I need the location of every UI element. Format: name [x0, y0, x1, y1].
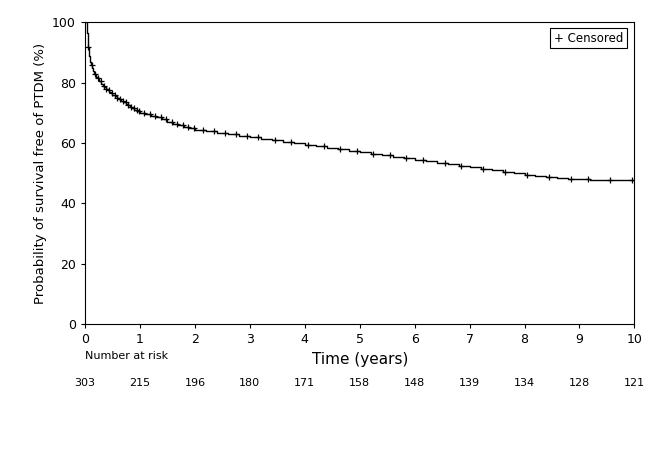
Point — [627, 177, 637, 184]
Point — [104, 87, 114, 94]
Text: 171: 171 — [294, 378, 315, 388]
Point — [209, 127, 219, 135]
Point — [161, 115, 171, 122]
Point — [242, 132, 252, 139]
Point — [90, 70, 101, 77]
Point — [178, 122, 188, 129]
Point — [583, 176, 593, 183]
Point — [150, 112, 161, 120]
Point — [302, 141, 313, 148]
Point — [286, 138, 296, 145]
Point — [401, 154, 411, 162]
Text: + Censored: + Censored — [554, 32, 623, 45]
Point — [99, 82, 109, 90]
Point — [566, 175, 576, 182]
Point — [478, 165, 489, 172]
Point — [253, 134, 264, 141]
Point — [109, 91, 120, 99]
Point — [83, 43, 94, 50]
Point — [231, 130, 241, 138]
Text: 180: 180 — [239, 378, 260, 388]
Text: 128: 128 — [569, 378, 590, 388]
Point — [456, 162, 466, 169]
Point — [220, 129, 230, 136]
Point — [112, 94, 123, 101]
Text: 303: 303 — [75, 378, 95, 388]
Point — [352, 147, 362, 154]
Point — [183, 123, 194, 130]
Point — [93, 75, 103, 82]
Point — [120, 99, 131, 106]
Point — [101, 85, 112, 92]
Point — [336, 145, 346, 153]
Y-axis label: Probability of survival free of PTDM (%): Probability of survival free of PTDM (%) — [33, 43, 46, 304]
Point — [95, 78, 106, 85]
Point — [439, 159, 450, 166]
Point — [129, 105, 139, 112]
Point — [131, 106, 142, 113]
Point — [368, 150, 379, 157]
Text: 196: 196 — [184, 378, 205, 388]
Text: 148: 148 — [404, 378, 425, 388]
Point — [604, 176, 615, 184]
Point — [385, 152, 395, 159]
Text: 139: 139 — [459, 378, 480, 388]
Point — [118, 97, 128, 104]
Point — [188, 124, 199, 131]
Point — [500, 168, 511, 176]
Text: 121: 121 — [624, 378, 645, 388]
Point — [544, 173, 555, 180]
Point — [87, 61, 97, 68]
Text: 158: 158 — [349, 378, 370, 388]
Point — [134, 108, 145, 115]
Point — [115, 96, 126, 103]
Text: Number at risk: Number at risk — [85, 351, 168, 361]
X-axis label: Time (years): Time (years) — [311, 351, 408, 367]
Point — [269, 136, 280, 144]
Point — [123, 102, 133, 109]
Point — [145, 111, 155, 118]
Text: 134: 134 — [514, 378, 535, 388]
Point — [172, 120, 182, 127]
Point — [167, 118, 177, 126]
Point — [522, 171, 532, 178]
Point — [126, 104, 137, 111]
Point — [156, 114, 166, 121]
Text: 215: 215 — [129, 378, 150, 388]
Point — [107, 90, 117, 97]
Point — [198, 126, 209, 133]
Point — [139, 109, 150, 117]
Point — [318, 143, 329, 150]
Point — [418, 156, 428, 163]
